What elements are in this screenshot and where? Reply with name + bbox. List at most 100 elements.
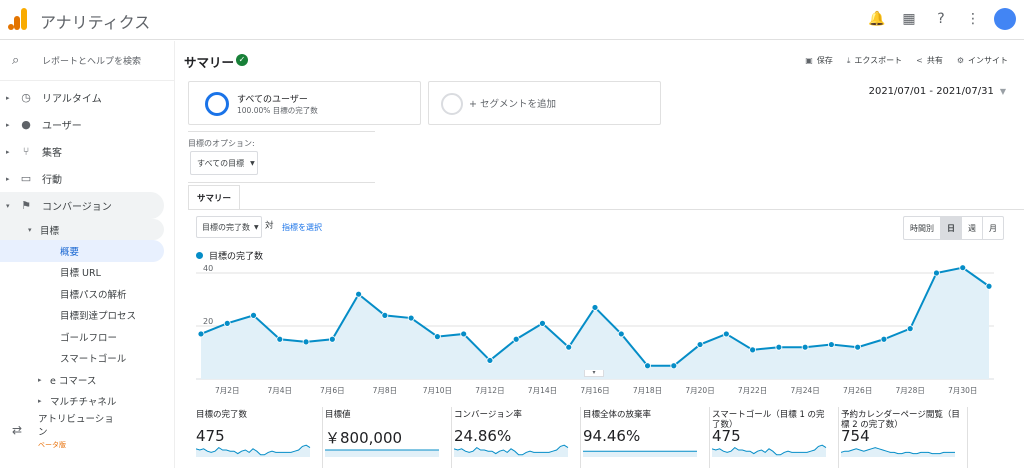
sidebar-item-label: e コマース bbox=[50, 375, 97, 387]
share-label: 共有 bbox=[926, 56, 943, 65]
sidebar-item-label: リアルタイム bbox=[42, 94, 102, 105]
granularity-week[interactable]: 週 bbox=[961, 217, 982, 239]
sidebar-item-goal-urls[interactable]: 目標 URL bbox=[60, 268, 101, 280]
person-icon: ● bbox=[21, 118, 31, 131]
data-point bbox=[565, 343, 573, 351]
metric-card[interactable]: 予約カレンダーページ閲覧（目標 2 の完了数） 754 bbox=[839, 407, 968, 468]
metric-card[interactable]: 目標値 ￥800,000 bbox=[323, 407, 452, 468]
behavior-icon: ▭ bbox=[20, 172, 32, 185]
sparkline-area bbox=[841, 447, 955, 457]
sidebar-item-reverse-goal-path[interactable]: 目標パスの解析 bbox=[60, 289, 127, 301]
data-point bbox=[197, 330, 205, 338]
sidebar-item-users[interactable]: ▸ ● ユーザー bbox=[0, 111, 174, 138]
x-tick-label: 7月28日 bbox=[896, 386, 925, 395]
sidebar-item-goal-flow[interactable]: ゴールフロー bbox=[60, 332, 118, 344]
app-title: アナリティクス bbox=[40, 13, 151, 32]
sidebar: ⌕ レポートとヘルプを検索 ▸ ◷ リアルタイム ▸ ● ユーザー ▸ ⑂ 集客… bbox=[0, 41, 175, 468]
metric-card[interactable]: 目標の完了数 475 bbox=[194, 407, 323, 468]
metric-sparkline bbox=[841, 447, 955, 457]
sidebar-item-attribution[interactable]: ⇄ アトリビューション ベータ版 bbox=[0, 413, 175, 453]
chart-legend: 目標の完了数 bbox=[196, 249, 263, 262]
chart-resize-handle[interactable]: ▾ bbox=[584, 370, 604, 377]
granularity-day[interactable]: 日 bbox=[940, 217, 961, 239]
granularity-toggle: 時間別 日 週 月 bbox=[903, 216, 1004, 240]
data-point bbox=[381, 312, 389, 319]
apps-grid-icon[interactable]: ▦ bbox=[902, 11, 916, 27]
more-vert-icon[interactable]: ⋮ bbox=[966, 11, 980, 27]
metric-value: 94.46% bbox=[583, 427, 641, 445]
sidebar-item-label: ユーザー bbox=[42, 121, 82, 132]
metric-value: 475 bbox=[712, 427, 741, 445]
sidebar-item-goals[interactable]: ▾ 目標 bbox=[0, 219, 164, 240]
pick-metric-link[interactable]: 指標を選択 bbox=[282, 223, 322, 232]
sidebar-item-smart-goals[interactable]: スマートゴール bbox=[60, 354, 127, 366]
sidebar-item-realtime[interactable]: ▸ ◷ リアルタイム bbox=[0, 84, 174, 111]
sidebar-item-ecommerce[interactable]: ▸ e コマース bbox=[0, 369, 174, 390]
sparkline-area bbox=[454, 445, 568, 457]
data-point bbox=[276, 335, 284, 343]
metric-sparkline bbox=[325, 449, 439, 457]
data-point bbox=[250, 312, 257, 319]
metric-card[interactable]: 目標全体の放棄率 94.46% bbox=[581, 407, 710, 468]
sidebar-item-conversions[interactable]: ▾ ⚑ コンバージョン bbox=[0, 192, 164, 219]
granularity-hourly[interactable]: 時間別 bbox=[910, 223, 934, 233]
attribution-label: アトリビューション bbox=[38, 414, 114, 438]
sparkline-line bbox=[841, 447, 955, 455]
metric-label: コンバージョン率 bbox=[454, 410, 522, 420]
sparkline-line bbox=[712, 444, 827, 456]
x-tick-label: 7月12日 bbox=[475, 386, 504, 395]
granularity-month[interactable]: 月 bbox=[982, 217, 1003, 239]
vs-label: 対 bbox=[265, 221, 274, 231]
data-point bbox=[302, 338, 310, 346]
sidebar-item-acquisition[interactable]: ▸ ⑂ 集客 bbox=[0, 138, 174, 165]
goal-options-select[interactable]: すべての目標 ▼ bbox=[190, 151, 258, 175]
legend-dot bbox=[196, 252, 203, 259]
save-button[interactable]: ▣ 保存 bbox=[805, 55, 833, 66]
segment-title: すべてのユーザー bbox=[237, 95, 308, 105]
notifications-icon[interactable]: 🔔 bbox=[868, 11, 886, 27]
sidebar-item-goals-overview[interactable]: 概要 bbox=[0, 240, 164, 262]
data-point bbox=[539, 319, 546, 327]
sidebar-item-multichannel[interactable]: ▸ マルチチャネル bbox=[0, 390, 174, 411]
data-point bbox=[223, 319, 231, 327]
share-button[interactable]: < 共有 bbox=[916, 55, 943, 66]
data-point bbox=[880, 335, 888, 343]
series-area bbox=[201, 267, 989, 379]
tab-summary[interactable]: サマリー bbox=[188, 185, 241, 209]
avatar[interactable] bbox=[994, 8, 1016, 30]
sidebar-item-funnel[interactable]: 目標到達プロセス bbox=[60, 311, 137, 323]
metric-card[interactable]: スマートゴール（目標 1 の完了数） 475 bbox=[710, 407, 839, 468]
data-point bbox=[854, 343, 862, 351]
add-segment-button[interactable]: + セグメントを追加 bbox=[428, 81, 661, 125]
data-point bbox=[328, 335, 336, 343]
caret-right-icon: ▸ bbox=[6, 147, 10, 156]
date-range-picker[interactable]: 2021/07/01 - 2021/07/31 ▼ bbox=[869, 86, 1006, 97]
export-button[interactable]: ⤓ エクスポート bbox=[847, 55, 902, 66]
page-title: サマリー bbox=[184, 55, 235, 70]
sidebar-search[interactable]: ⌕ レポートとヘルプを検索 bbox=[0, 41, 174, 81]
caret-right-icon: ▸ bbox=[6, 120, 10, 129]
metric-label: スマートゴール（目標 1 の完了数） bbox=[712, 410, 825, 430]
segment-all-users[interactable]: すべてのユーザー 100.00% 目標の完了数 bbox=[188, 81, 421, 125]
metric-sparkline bbox=[196, 444, 311, 457]
save-label: 保存 bbox=[816, 56, 833, 65]
insight-button[interactable]: ⚙ インサイト bbox=[957, 55, 1008, 66]
metric-select[interactable]: 目標の完了数 ▼ bbox=[196, 216, 262, 238]
sparkline-area bbox=[712, 445, 826, 457]
top-bar: アナリティクス 🔔 ▦ ? ⋮ bbox=[0, 0, 1024, 40]
chevron-down-icon: ▼ bbox=[254, 223, 259, 231]
x-tick-label: 7月20日 bbox=[685, 386, 714, 395]
metric-value: ￥800,000 bbox=[325, 429, 403, 447]
data-point bbox=[433, 333, 441, 340]
help-icon[interactable]: ? bbox=[937, 11, 945, 27]
metric-card[interactable]: コンバージョン率 24.86% bbox=[452, 407, 581, 468]
clock-icon: ◷ bbox=[21, 91, 31, 104]
sidebar-item-behavior[interactable]: ▸ ▭ 行動 bbox=[0, 165, 174, 192]
y-tick-label: 20 bbox=[203, 317, 213, 326]
caret-down-icon: ▾ bbox=[6, 201, 10, 210]
analytics-logo-icon[interactable] bbox=[8, 8, 28, 30]
metric-value: 475 bbox=[196, 427, 225, 445]
sidebar-item-label: 目標 bbox=[40, 225, 60, 237]
sparkline-area bbox=[325, 450, 439, 457]
save-icon: ▣ bbox=[805, 56, 813, 65]
